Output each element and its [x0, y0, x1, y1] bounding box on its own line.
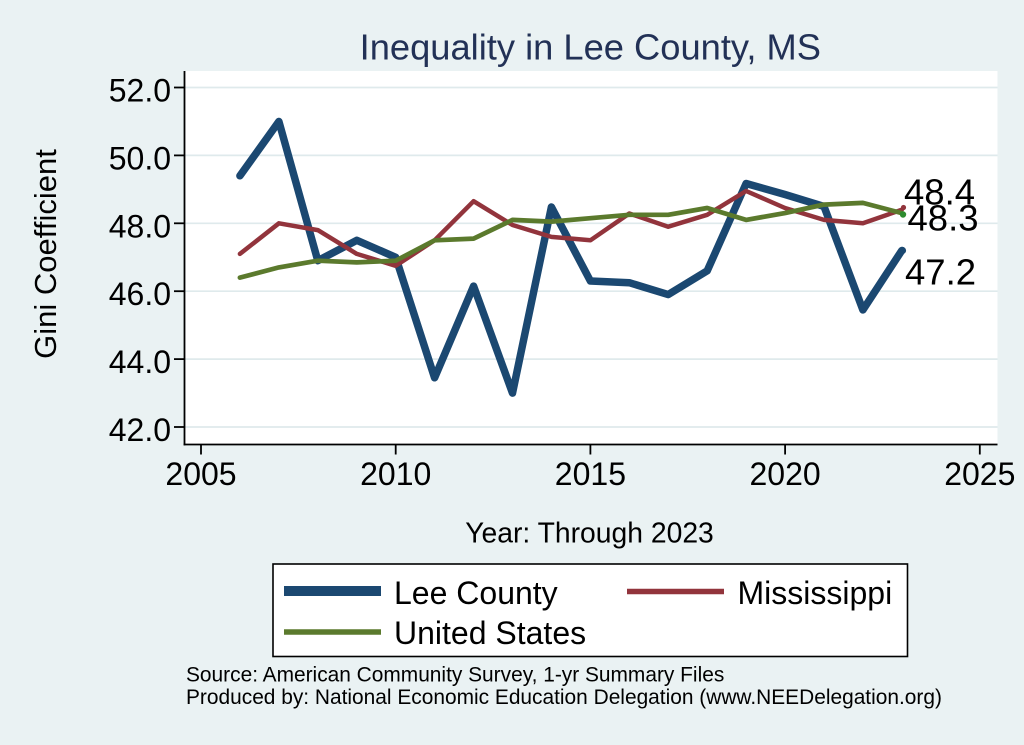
svg-text:50.0: 50.0 [109, 140, 171, 176]
svg-text:2025: 2025 [944, 456, 1015, 492]
svg-text:48.0: 48.0 [109, 208, 171, 244]
svg-text:47.2: 47.2 [905, 252, 976, 293]
svg-text:Year: Through 2023: Year: Through 2023 [465, 517, 714, 549]
svg-text:42.0: 42.0 [109, 412, 171, 448]
svg-text:2005: 2005 [165, 456, 236, 492]
svg-text:Gini Coefficient: Gini Coefficient [28, 149, 63, 359]
svg-text:Mississippi: Mississippi [738, 575, 893, 611]
svg-text:Source: American Community Sur: Source: American Community Survey, 1-yr … [186, 663, 724, 686]
svg-text:Lee County: Lee County [394, 575, 558, 611]
svg-text:48.3: 48.3 [908, 198, 979, 239]
svg-text:United States: United States [394, 615, 586, 651]
svg-text:46.0: 46.0 [109, 276, 171, 312]
svg-text:2020: 2020 [750, 456, 821, 492]
svg-text:44.0: 44.0 [109, 344, 171, 380]
svg-text:2010: 2010 [360, 456, 431, 492]
svg-text:2015: 2015 [555, 456, 626, 492]
svg-text:Produced by: National Economic: Produced by: National Economic Education… [186, 686, 942, 709]
svg-text:Inequality in Lee County, MS: Inequality in Lee County, MS [360, 26, 821, 67]
svg-text:48.4: 48.4 [904, 171, 975, 212]
svg-text:52.0: 52.0 [109, 73, 171, 109]
